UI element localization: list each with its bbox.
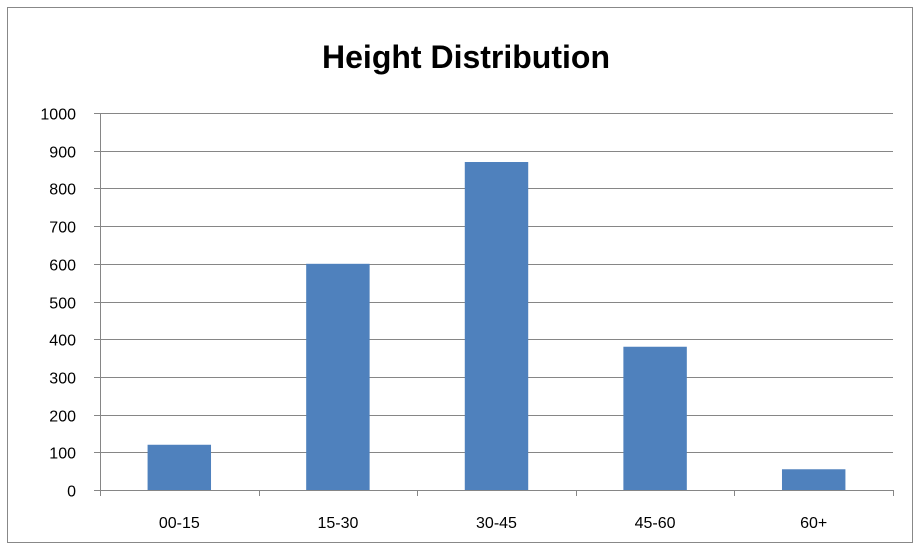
y-tick-label: 900	[49, 145, 76, 162]
y-tick-label: 700	[49, 220, 76, 237]
y-tick-label: 200	[49, 409, 76, 426]
y-tick-label: 600	[49, 258, 76, 275]
bar-15-30	[306, 263, 370, 490]
bar-60+	[781, 469, 846, 490]
x-tick-label: 60+	[800, 515, 827, 532]
axes	[94, 113, 894, 496]
bar-45-60	[623, 346, 687, 490]
y-tick-label: 100	[49, 446, 76, 463]
y-tick-label: 400	[49, 333, 76, 350]
y-tick-label: 0	[67, 484, 76, 501]
y-tick-label: 800	[49, 182, 76, 199]
y-axis-ticks: 0 100 200 300 400 500 600 700 800 900 1000	[40, 107, 76, 501]
gridlines	[100, 113, 893, 453]
x-tick-label: 30-45	[476, 515, 517, 532]
bars	[147, 162, 846, 490]
chart-title: Height Distribution	[322, 39, 610, 75]
x-axis-ticks: 00-15 15-30 30-45 45-60 60+	[159, 515, 827, 532]
y-tick-label: 300	[49, 371, 76, 388]
y-tick-label: 500	[49, 296, 76, 313]
y-tick-label: 1000	[40, 107, 76, 124]
x-tick-label: 00-15	[159, 515, 200, 532]
bar-30-45	[464, 162, 529, 490]
x-tick-label: 45-60	[635, 515, 676, 532]
bar-00-15	[147, 444, 212, 490]
x-tick-label: 15-30	[317, 515, 358, 532]
